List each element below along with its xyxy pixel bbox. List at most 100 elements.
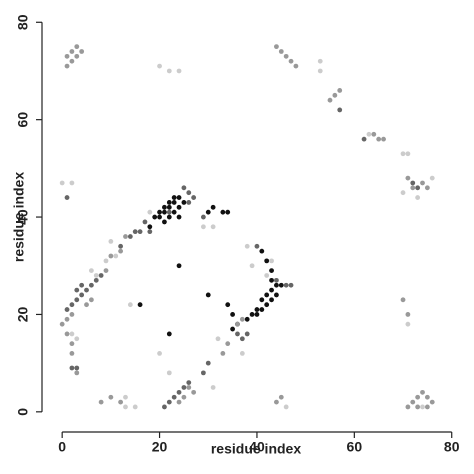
point — [200, 214, 206, 220]
point — [278, 282, 284, 288]
point — [235, 321, 240, 327]
point — [264, 292, 270, 298]
point — [162, 209, 167, 215]
point — [337, 88, 343, 93]
point — [166, 399, 172, 405]
point — [79, 292, 85, 298]
y-tick-label: 60 — [15, 112, 31, 128]
point — [74, 44, 80, 50]
point — [176, 68, 182, 74]
x-tick-label: 0 — [58, 439, 66, 455]
point — [288, 282, 294, 288]
point — [371, 131, 377, 137]
point — [429, 399, 435, 405]
point — [424, 185, 430, 191]
point — [288, 58, 294, 64]
point — [118, 248, 124, 254]
x-tick-label: 40 — [249, 439, 265, 455]
point — [415, 185, 421, 191]
point — [59, 321, 65, 327]
point — [269, 297, 274, 303]
point — [420, 180, 425, 186]
point — [176, 399, 182, 405]
point — [176, 204, 182, 210]
point — [317, 68, 323, 74]
point — [220, 350, 226, 356]
point — [278, 49, 284, 54]
point — [113, 253, 119, 259]
point — [93, 273, 99, 278]
point — [137, 229, 143, 235]
point — [410, 180, 416, 186]
point — [74, 53, 80, 59]
point — [200, 370, 206, 376]
point — [186, 190, 192, 196]
point — [142, 219, 148, 225]
point — [147, 224, 153, 230]
point — [79, 282, 85, 288]
point — [269, 277, 274, 283]
point — [264, 258, 270, 264]
point — [381, 136, 386, 142]
point — [420, 404, 425, 410]
point — [259, 297, 265, 303]
point — [88, 282, 94, 288]
point — [171, 200, 177, 205]
point — [166, 214, 172, 220]
point — [118, 243, 124, 249]
point — [249, 263, 255, 269]
point — [205, 360, 211, 366]
point — [278, 394, 284, 400]
point — [103, 268, 109, 274]
point — [274, 282, 279, 288]
point — [123, 394, 128, 400]
point — [400, 151, 406, 157]
point — [293, 63, 299, 69]
x-tick-label: 80 — [444, 439, 460, 455]
point — [274, 292, 279, 298]
point — [405, 321, 411, 327]
point — [64, 53, 70, 59]
point — [64, 195, 70, 200]
point — [200, 224, 206, 230]
point — [317, 58, 323, 64]
point — [166, 204, 172, 210]
point — [415, 394, 421, 400]
point — [424, 394, 430, 400]
point — [162, 404, 167, 410]
point — [191, 389, 197, 395]
point — [274, 277, 279, 283]
point — [210, 385, 216, 390]
point — [361, 136, 367, 142]
point — [74, 370, 80, 376]
point — [137, 302, 143, 308]
point — [220, 209, 226, 215]
point — [405, 312, 411, 317]
point — [376, 136, 382, 142]
y-axis-label: residue index — [11, 172, 27, 262]
point — [225, 341, 231, 347]
point — [93, 277, 99, 283]
point — [166, 370, 172, 376]
point — [152, 214, 158, 220]
point — [157, 350, 162, 356]
y-tick-label: 0 — [15, 408, 31, 416]
point — [239, 350, 245, 356]
point — [405, 151, 411, 157]
point — [327, 97, 333, 103]
point — [162, 219, 167, 225]
point — [166, 68, 172, 74]
point — [274, 44, 279, 50]
point — [74, 365, 80, 371]
point — [269, 287, 274, 293]
point — [205, 209, 211, 215]
point — [98, 399, 104, 405]
point — [103, 258, 109, 264]
point — [108, 394, 114, 400]
point — [59, 180, 65, 186]
point — [269, 268, 274, 274]
point — [69, 350, 75, 356]
x-tick-label: 60 — [347, 439, 363, 455]
point — [274, 399, 279, 405]
point — [415, 404, 421, 410]
